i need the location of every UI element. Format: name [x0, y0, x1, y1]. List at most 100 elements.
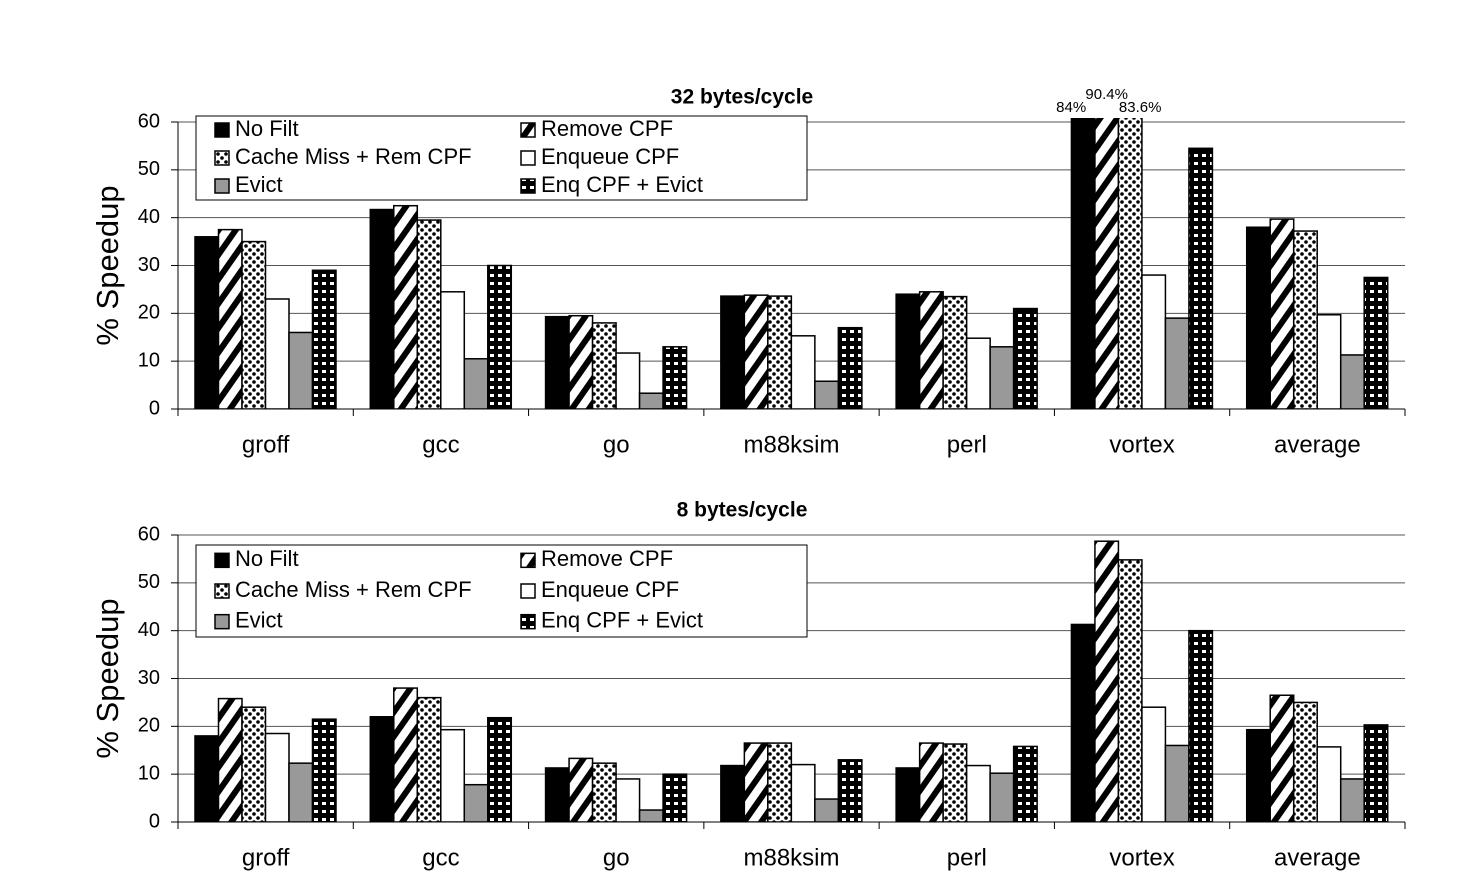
bar [463, 783, 489, 822]
chart: 32 bytes/cycle % Speedup 0 10 20 30 40 50 60 grof… [90, 86, 1406, 458]
legend-swatch [520, 552, 536, 569]
bar [918, 742, 944, 822]
legend-swatch [520, 178, 536, 194]
y-tick-label: 40 [138, 619, 160, 641]
chart-title: 8 bytes/cycle [677, 499, 808, 522]
bar [638, 809, 664, 822]
x-tick-label: gcc [422, 844, 459, 871]
y-tick-label: 50 [138, 571, 160, 593]
x-tick-label: average [1274, 844, 1361, 871]
bar [767, 742, 793, 822]
bar [440, 291, 466, 409]
bar [895, 767, 921, 822]
bar [942, 295, 968, 409]
bar [1141, 274, 1167, 409]
legend-swatch [520, 613, 536, 630]
bar [1141, 706, 1167, 822]
bar [1363, 276, 1389, 409]
x-tick-label: m88ksim [743, 431, 839, 458]
y-tick-label: 30 [138, 254, 160, 276]
bar [440, 728, 466, 822]
y-tick-label: 60 [138, 110, 160, 132]
bar [217, 228, 243, 409]
legend-label: Enqueue CPF [541, 144, 679, 169]
x-tick-label: gcc [422, 431, 459, 458]
y-tick-label: 0 [149, 810, 160, 832]
x-tick-label: perl [947, 431, 987, 458]
bar [1245, 728, 1271, 822]
bar [241, 240, 267, 409]
legend-swatch [214, 178, 230, 194]
bar [1363, 724, 1389, 822]
x-tick-label: m88ksim [743, 844, 839, 871]
y-tick-label: 0 [149, 397, 160, 419]
bar [311, 269, 337, 409]
bar [369, 208, 395, 409]
bar [1292, 230, 1318, 409]
bar [416, 696, 442, 822]
legend-swatch [214, 613, 230, 630]
data-label: 90.4% [1085, 86, 1128, 103]
bar [463, 358, 489, 409]
legend-label: Cache Miss + Rem CPF [235, 577, 472, 602]
legend-swatch [520, 150, 536, 166]
bar [1012, 745, 1038, 822]
bar [1164, 744, 1190, 822]
bar [1269, 694, 1295, 822]
y-tick-label: 10 [138, 349, 160, 371]
bar [369, 716, 395, 822]
bar [568, 757, 594, 822]
bar [662, 773, 688, 822]
bar [487, 716, 513, 822]
bar [1188, 147, 1214, 409]
legend-box [195, 115, 808, 201]
legend-label: Evict [235, 172, 283, 197]
bar [942, 743, 968, 822]
x-tick-label: perl [947, 844, 987, 871]
bar [1012, 307, 1038, 409]
legend-swatch [214, 122, 230, 138]
chart: 8 bytes/cycle % Speedup 0 10 20 30 40 50 60 groff… [90, 499, 1406, 871]
bar [918, 291, 944, 409]
x-tick-label: vortex [1109, 431, 1174, 458]
legend-swatch [520, 583, 536, 599]
bar [989, 772, 1015, 822]
data-label: 84% [1056, 99, 1086, 116]
y-tick-label: 10 [138, 762, 160, 784]
y-axis-label: % Speedup [90, 185, 125, 345]
bar [568, 314, 594, 409]
bar [393, 204, 419, 409]
y-tick-label: 20 [138, 302, 160, 324]
bar [1070, 118, 1096, 409]
bar [241, 706, 267, 822]
x-tick-label: go [603, 844, 630, 871]
bar [393, 687, 419, 822]
legend-box [195, 544, 808, 638]
bar [1164, 317, 1190, 409]
bar [1339, 778, 1365, 822]
bars [194, 540, 1389, 822]
bar [194, 236, 220, 409]
bar [1070, 623, 1096, 822]
bar [1292, 701, 1318, 822]
bar [743, 742, 769, 822]
bar [1094, 118, 1120, 409]
bar [814, 798, 840, 822]
bar [1316, 746, 1342, 822]
bar [989, 346, 1015, 409]
bar [965, 337, 991, 409]
bar [743, 294, 769, 409]
x-tick-label: go [603, 431, 630, 458]
bar [544, 767, 570, 822]
bar [837, 759, 863, 822]
bar [264, 732, 290, 822]
bar [264, 298, 290, 409]
bar [720, 764, 746, 822]
y-tick-label: 40 [138, 206, 160, 228]
bar [1117, 559, 1143, 822]
y-tick-label: 50 [138, 158, 160, 180]
y-tick-label: 30 [138, 667, 160, 689]
bar [615, 778, 641, 822]
legend-label: Enqueue CPF [541, 577, 679, 602]
bar [767, 295, 793, 409]
